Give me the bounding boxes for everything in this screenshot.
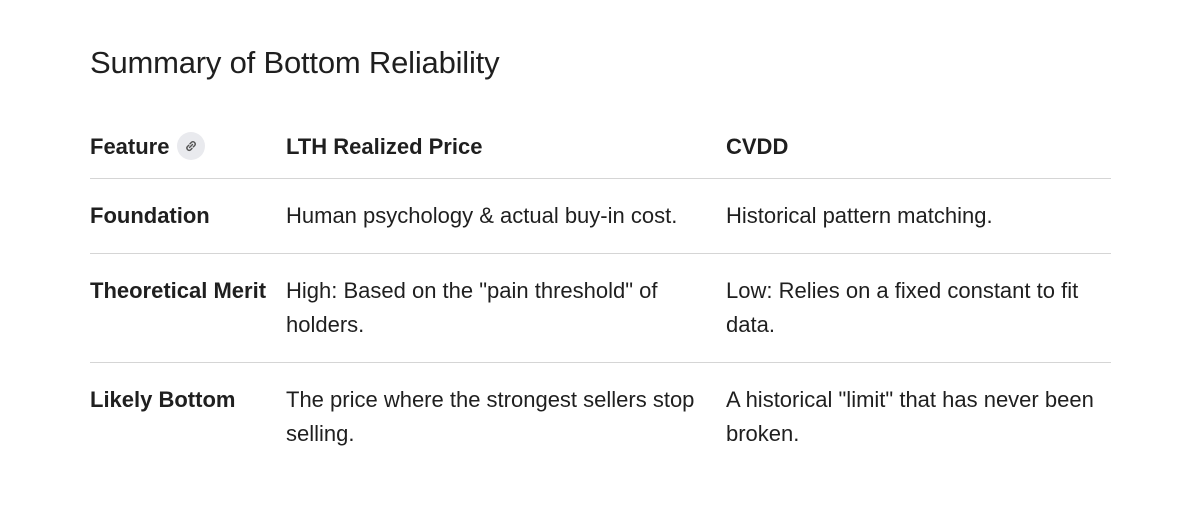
table-row: Foundation Human psychology & actual buy-…: [90, 178, 1111, 254]
header-cell: CVDD: [726, 116, 1111, 179]
table-cell: Historical pattern matching.: [726, 178, 1111, 254]
table-row: Likely Bottom The price where the stronge…: [90, 363, 1111, 472]
summary-table: Feature LTH Realized Price CVDD Foundati…: [90, 116, 1111, 471]
header-cell: Feature: [90, 116, 286, 179]
header-text: Feature: [90, 134, 170, 159]
table-cell: High: Based on the "pain threshold" of h…: [286, 253, 726, 363]
table-cell: Human psychology & actual buy-in cost.: [286, 178, 726, 254]
header-cell: LTH Realized Price: [286, 116, 726, 179]
section-title: Summary of Bottom Reliability: [90, 45, 500, 80]
header-row: Feature LTH Realized Price CVDD: [90, 116, 1111, 179]
row-header: Likely Bottom: [90, 387, 236, 412]
table-cell: The price where the strongest sellers st…: [286, 387, 695, 446]
table-head: Feature LTH Realized Price CVDD: [90, 116, 1111, 179]
row-header: Theoretical Merit: [90, 253, 286, 363]
table-row: Theoretical Merit High: Based on the "pai…: [90, 253, 1111, 363]
table-body: Foundation Human psychology & actual buy-…: [90, 178, 1111, 472]
table-cell: Low: Relies on a fixed constant to fit d…: [726, 253, 1111, 363]
link-button[interactable]: [177, 132, 206, 161]
row-header: Foundation: [90, 178, 286, 254]
table-cell: A historical "limit" that has never been…: [726, 387, 1094, 446]
